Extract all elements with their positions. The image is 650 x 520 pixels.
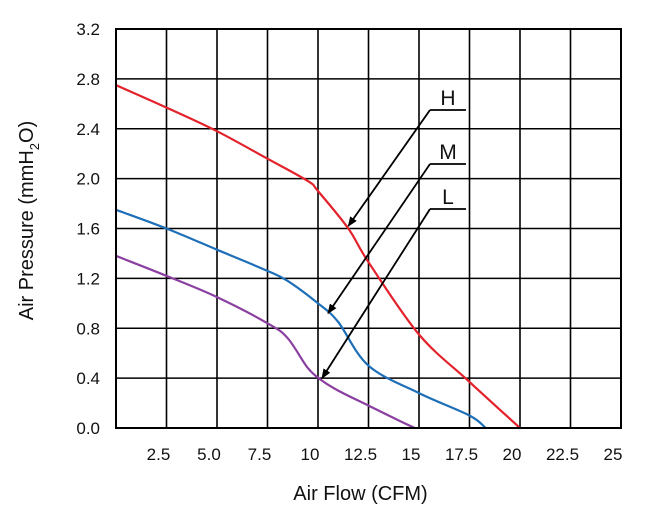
callout-label-h: H bbox=[440, 87, 455, 110]
series-line-m bbox=[114, 208, 487, 430]
x-tick-label: 17.5 bbox=[445, 445, 478, 464]
y-tick-label: 3.2 bbox=[76, 20, 100, 39]
series-layer bbox=[114, 84, 522, 430]
grid bbox=[116, 28, 622, 429]
y-axis-title-main: Air Pressure (mmH bbox=[16, 150, 38, 320]
y-tick-label: 1.6 bbox=[76, 220, 100, 239]
x-axis-title: Air Flow (CFM) bbox=[293, 483, 427, 505]
x-tick-label: 2.5 bbox=[147, 445, 171, 464]
x-tick-label: 15 bbox=[402, 445, 421, 464]
callout-label-l: L bbox=[442, 186, 454, 209]
x-tick-label: 7.5 bbox=[248, 445, 272, 464]
y-tick-label: 0.8 bbox=[76, 319, 100, 338]
x-axis-ticks: 2.5 5.0 7.5 10 12.5 15 17.5 20 22.5 25 bbox=[147, 445, 623, 464]
x-tick-label: 25 bbox=[604, 445, 623, 464]
y-tick-label: 0.0 bbox=[76, 419, 100, 438]
callout-arrow-l bbox=[321, 208, 431, 379]
series-line-h bbox=[114, 84, 522, 430]
callout-arrow-m bbox=[327, 163, 431, 315]
x-tick-label: 22.5 bbox=[546, 445, 579, 464]
y-axis-title-sub: 2 bbox=[27, 143, 42, 150]
y-tick-label: 2.8 bbox=[76, 70, 100, 89]
annotation-layer: H ML bbox=[321, 87, 466, 379]
x-tick-label: 5.0 bbox=[197, 445, 221, 464]
y-axis-title: Air Pressure (mmH2O) bbox=[16, 121, 42, 320]
x-tick-label: 20 bbox=[503, 445, 522, 464]
y-tick-label: 2.0 bbox=[76, 170, 100, 189]
callout-label-m: M bbox=[439, 141, 457, 164]
x-tick-label: 10 bbox=[301, 445, 320, 464]
y-axis-title-tail: O) bbox=[16, 121, 38, 143]
y-tick-label: 1.2 bbox=[76, 269, 100, 288]
plot-frame bbox=[115, 28, 622, 429]
y-axis-ticks: 0.0 0.4 0.8 1.2 1.6 2.0 2.4 2.8 3.2 bbox=[76, 20, 100, 438]
y-tick-label: 2.4 bbox=[76, 120, 100, 139]
x-tick-label: 12.5 bbox=[344, 445, 377, 464]
series-line-l bbox=[114, 254, 417, 430]
y-tick-label: 0.4 bbox=[76, 369, 100, 388]
callout-arrow-h bbox=[347, 109, 431, 227]
